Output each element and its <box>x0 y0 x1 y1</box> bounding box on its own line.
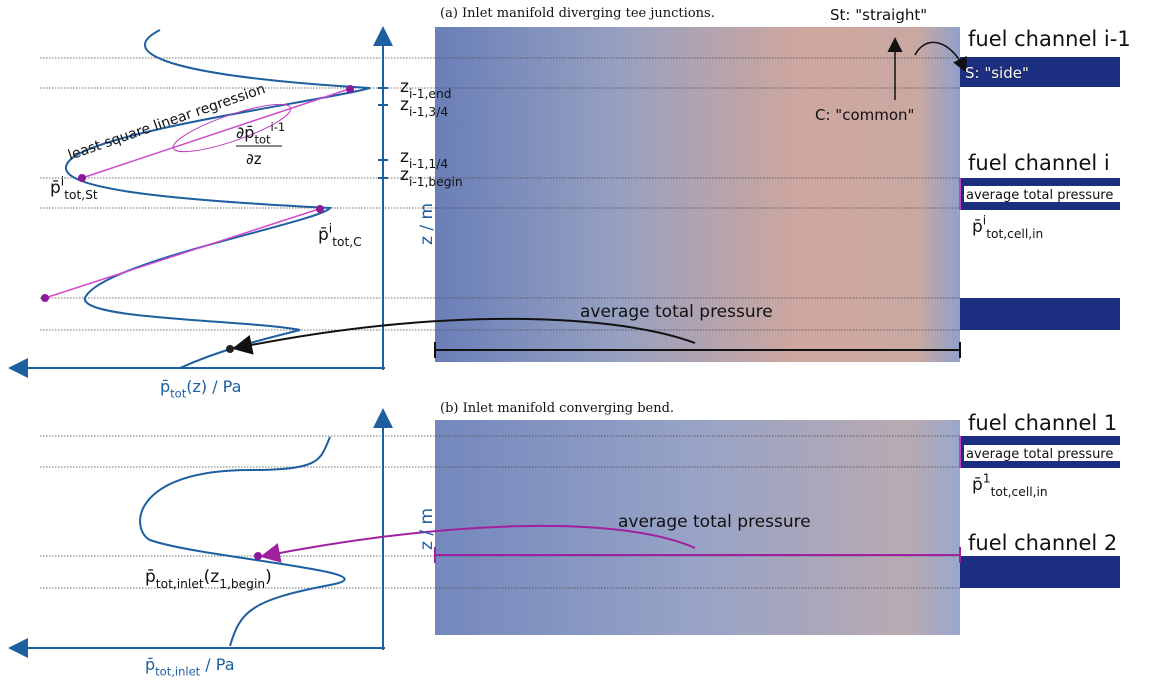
axis-label: z / m <box>417 203 437 245</box>
side-label: S: "side" <box>965 64 1029 82</box>
panel-title: (b) Inlet manifold converging bend. <box>440 401 674 416</box>
channel-avg-label: average total pressure <box>966 188 1113 203</box>
label-part: tot,inlet <box>155 665 201 679</box>
label-part: p̄ <box>972 217 983 237</box>
label-part: / Pa <box>200 655 234 674</box>
label-part: p̄ <box>972 475 983 495</box>
label-part: i-1,begin <box>409 175 463 189</box>
label-part: tot,cell,in <box>991 485 1048 499</box>
channel-label: fuel channel i <box>968 151 1110 175</box>
point-label: p̄itot,C <box>318 221 362 249</box>
label-part: tot,cell,in <box>986 227 1043 241</box>
panel-title: (a) Inlet manifold diverging tee junctio… <box>440 6 715 21</box>
label-part: ) <box>265 567 272 587</box>
label-part: tot,St <box>64 188 98 202</box>
label-part: tot <box>170 387 187 401</box>
label-part: p̄ <box>318 225 329 245</box>
channel <box>960 298 1120 330</box>
figure: (a) Inlet manifold diverging tee junctio… <box>0 0 1173 682</box>
channel-avg-label: average total pressure <box>966 447 1113 462</box>
label-part: (z <box>204 567 220 587</box>
common-label: C: "common" <box>815 106 914 124</box>
axis-label: p̄tot,inlet / Pa <box>145 655 235 679</box>
label-part: i-1,end <box>409 87 452 101</box>
derivative-denominator: ∂z <box>246 150 262 168</box>
label-part: i <box>329 221 332 235</box>
pressure-curve <box>66 30 370 368</box>
label-part: i <box>61 174 64 188</box>
label-part: z <box>400 147 409 167</box>
manifold-avg-label: average total pressure <box>618 512 811 532</box>
derivative-numerator: ∂p̄toti-1 <box>236 120 285 147</box>
label-part: 1,begin <box>219 577 265 591</box>
channel-label: fuel channel 1 <box>968 411 1117 435</box>
cell-label: p̄itot,cell,in <box>972 213 1043 241</box>
label-part: z <box>400 77 409 97</box>
page: (a) Inlet manifold diverging tee junctio… <box>0 0 1173 682</box>
label-part: i-1 <box>271 120 286 134</box>
straight-label: St: "straight" <box>830 6 927 24</box>
label-part: 1 <box>983 471 991 485</box>
label-part: tot,inlet <box>156 577 204 591</box>
label-part: i-1,3/4 <box>409 105 448 119</box>
label-part: p̄ <box>145 655 155 674</box>
label-part: tot,C <box>332 235 362 249</box>
manifold-avg-label: average total pressure <box>580 302 773 322</box>
label-part: tot <box>254 133 271 147</box>
inlet-point <box>254 552 262 560</box>
channel <box>960 556 1120 588</box>
label-part: z <box>400 95 409 115</box>
label-part: p̄ <box>145 567 156 587</box>
axis-label: p̄tot(z) / Pa <box>160 377 241 401</box>
inlet-point <box>226 345 234 353</box>
regression-line <box>45 208 322 298</box>
label-part: (z) / Pa <box>186 377 241 396</box>
channel-label: fuel channel 2 <box>968 531 1117 555</box>
label-part: z <box>400 165 409 185</box>
channel-label: fuel channel i-1 <box>968 27 1131 51</box>
label-part: ∂p̄ <box>236 123 254 142</box>
cell-label: p̄1tot,cell,in <box>972 471 1048 499</box>
axis-label: z / m <box>417 508 437 550</box>
label-part: i <box>983 213 986 227</box>
inlet-label: p̄tot,inlet(z1,begin) <box>145 567 272 591</box>
pressure-curve <box>140 437 345 646</box>
label-part: p̄ <box>160 377 170 396</box>
label-part: p̄ <box>50 178 61 198</box>
label-part: i-1,1/4 <box>409 157 448 171</box>
